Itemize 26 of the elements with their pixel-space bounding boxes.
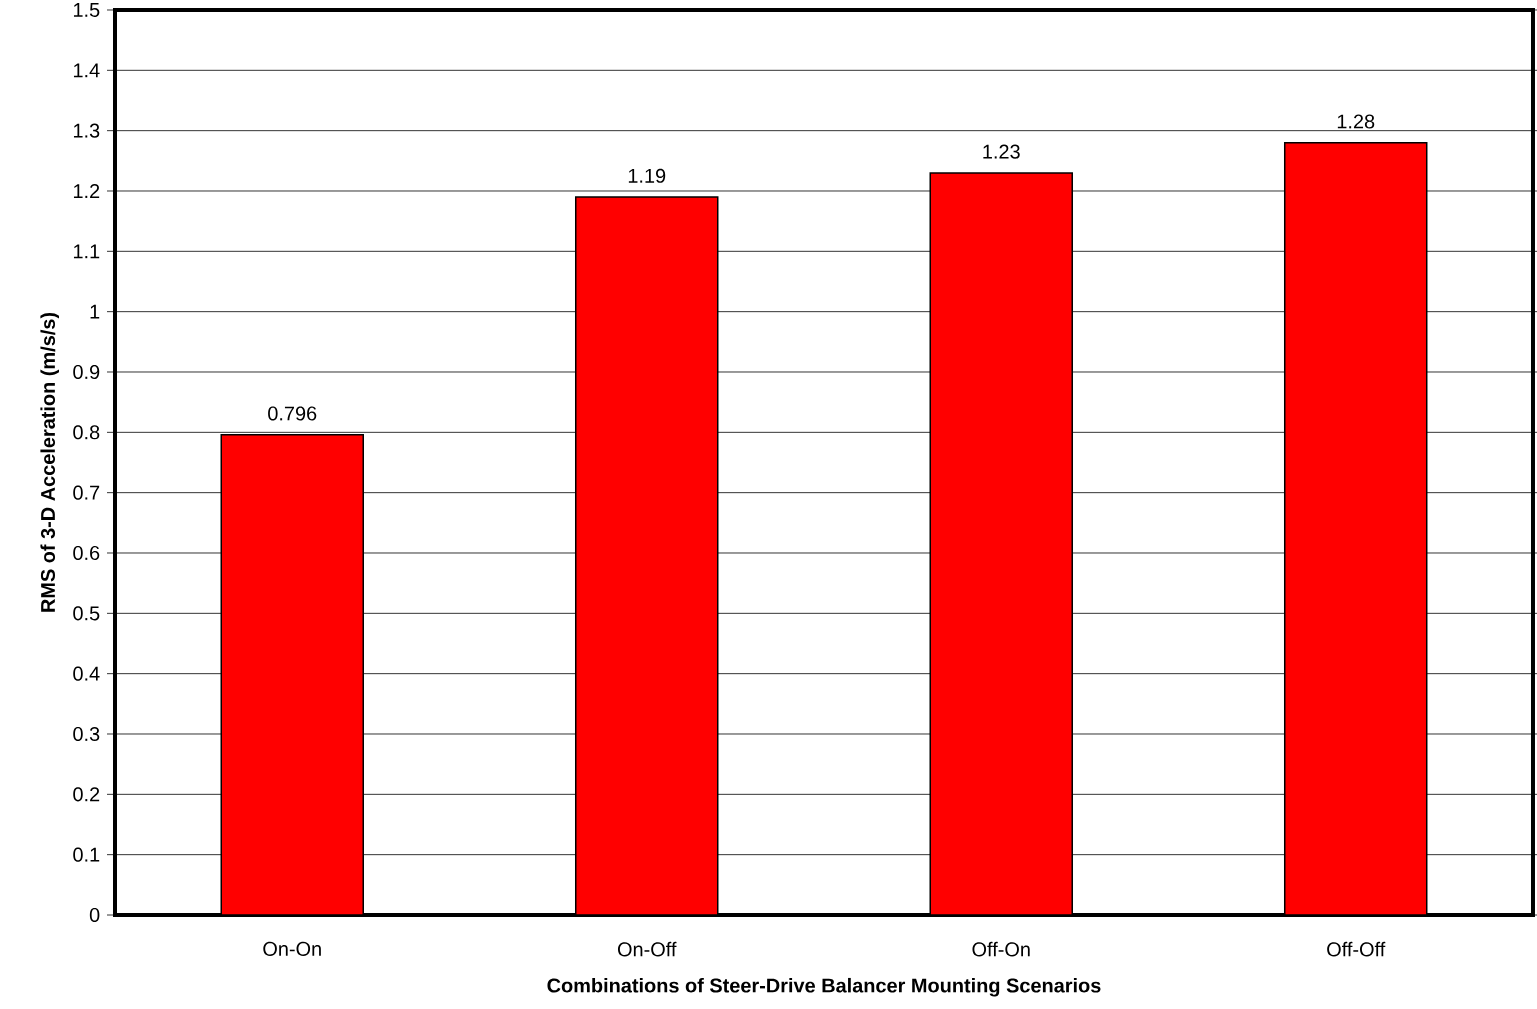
data-label: 0.796 [268,406,317,421]
y-tick-label: 0.7 [73,485,100,500]
y-tick-label: 1.2 [73,184,100,198]
data-label: 1.28 [1337,114,1375,129]
y-tick-label: 0.8 [73,425,100,440]
y-tick-label: 0.5 [73,606,100,621]
y-tick-label: 0 [89,907,100,923]
y-tick-label: 0.1 [73,847,100,862]
x-axis-title: Combinations of Steer-Drive Balancer Mounting Scenarios [547,977,1101,997]
y-tick-label: 1.1 [73,244,100,259]
y-tick-label: 0.9 [73,364,100,380]
data-label: 1.19 [628,168,666,183]
y-tick-label: 0.2 [73,787,100,802]
y-tick-label: 1.4 [73,63,100,78]
y-tick-label: 0.6 [73,545,100,561]
y-axis-title: RMS of 3-D Acceleration (m/s/s) [40,312,59,612]
data-label: 1.23 [983,144,1020,159]
y-tick-label: 0.4 [73,666,100,681]
y-tick-label: 1.3 [73,123,100,138]
x-tick-label: Off-On [972,941,1030,957]
y-tick-label: 0.3 [73,726,100,742]
x-tick-label: Off-Off [1327,941,1386,957]
x-tick-label: On-On [263,941,321,956]
y-tick-label: 1.5 [73,3,100,17]
y-tick-label: 1 [90,304,100,319]
x-tick-label: On-Off [617,941,677,957]
